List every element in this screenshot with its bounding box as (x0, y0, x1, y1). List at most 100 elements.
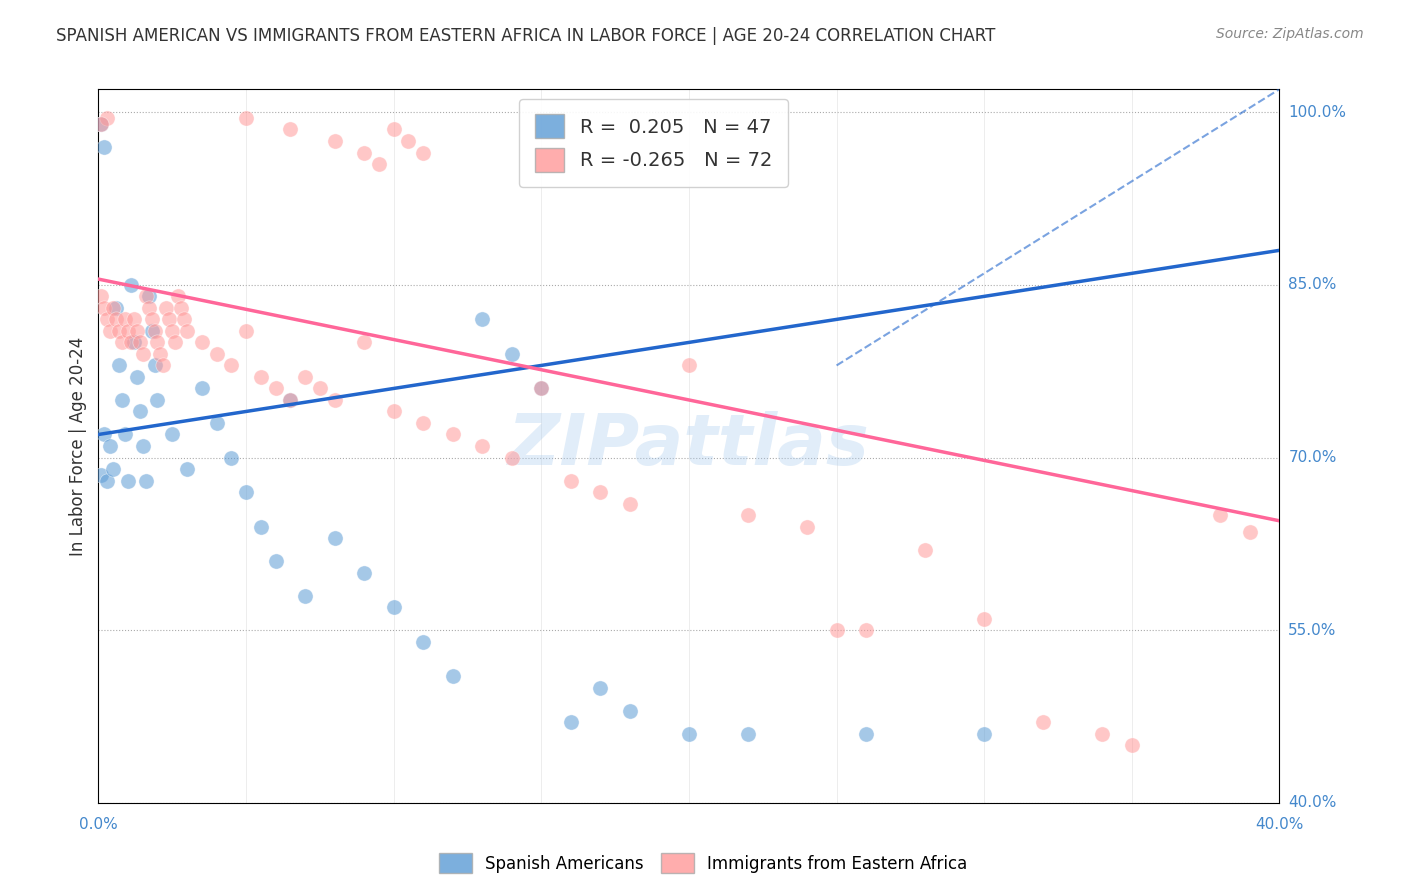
Point (353, 335, 375, 350)
Point (138, 301, 160, 315)
Legend: R =  0.205   N = 47, R = -0.265   N = 72: R = 0.205 N = 47, R = -0.265 N = 72 (519, 99, 787, 187)
Point (108, 359, 131, 373)
Point (90, 289, 112, 303)
Point (146, 392, 169, 407)
Point (90, 467, 112, 482)
Point (149, 347, 172, 361)
Point (141, 324, 163, 338)
Point (678, 359, 700, 373)
Point (143, 359, 166, 373)
Point (103, 301, 125, 315)
Point (278, 122, 302, 136)
Point (96, 474, 118, 488)
Point (125, 370, 148, 384)
Point (114, 312, 136, 326)
Point (264, 554, 287, 568)
Point (973, 727, 995, 741)
Point (589, 485, 612, 500)
Point (90, 117, 112, 131)
Text: 40.0%: 40.0% (1256, 816, 1303, 831)
Point (135, 289, 157, 303)
Point (98, 324, 121, 338)
Point (235, 111, 257, 125)
Point (93, 140, 115, 154)
Text: 40.0%: 40.0% (1288, 796, 1337, 810)
Point (96, 312, 118, 326)
Point (589, 681, 612, 695)
Point (560, 474, 582, 488)
Point (167, 289, 190, 303)
Point (132, 347, 155, 361)
Point (191, 381, 214, 395)
Point (323, 531, 346, 545)
Point (135, 474, 157, 488)
Point (173, 312, 195, 326)
Point (96, 111, 118, 125)
Point (162, 324, 183, 338)
Point (619, 497, 641, 511)
Point (93, 301, 115, 315)
Text: 55.0%: 55.0% (1288, 623, 1337, 638)
Y-axis label: In Labor Force | Age 20-24: In Labor Force | Age 20-24 (69, 336, 87, 556)
Point (176, 324, 198, 338)
Point (122, 312, 145, 326)
Text: 85.0%: 85.0% (1288, 277, 1337, 293)
Point (146, 335, 169, 350)
Point (120, 277, 142, 292)
Point (278, 392, 302, 407)
Point (1209, 508, 1232, 522)
Point (250, 519, 273, 533)
Point (471, 312, 494, 326)
Point (619, 704, 641, 718)
Point (501, 450, 523, 465)
Point (368, 157, 391, 171)
Point (128, 404, 150, 418)
Point (353, 145, 375, 160)
Point (323, 392, 346, 407)
Text: 0.0%: 0.0% (79, 816, 118, 831)
Point (219, 450, 242, 465)
Point (1032, 715, 1054, 730)
Point (132, 439, 155, 453)
Point (914, 542, 936, 557)
Point (382, 404, 405, 418)
Point (1091, 727, 1114, 741)
Point (120, 335, 142, 350)
Point (737, 727, 759, 741)
Point (205, 347, 228, 361)
Point (396, 134, 419, 148)
Point (441, 427, 464, 442)
Point (309, 381, 332, 395)
Point (90, 117, 112, 131)
Point (530, 381, 553, 395)
Point (143, 324, 166, 338)
Point (250, 370, 273, 384)
Point (125, 324, 148, 338)
Point (105, 312, 128, 326)
Point (98, 439, 121, 453)
Point (678, 727, 700, 741)
Point (165, 335, 187, 350)
Point (117, 324, 139, 338)
Point (796, 519, 818, 533)
Point (170, 301, 193, 315)
Point (103, 462, 125, 476)
Point (1239, 525, 1261, 540)
Legend: Spanish Americans, Immigrants from Eastern Africa: Spanish Americans, Immigrants from Easte… (432, 847, 974, 880)
Point (382, 122, 405, 136)
Point (162, 427, 183, 442)
Point (141, 312, 163, 326)
Point (205, 416, 228, 430)
Point (855, 727, 877, 741)
Point (530, 381, 553, 395)
Point (737, 508, 759, 522)
Point (219, 359, 242, 373)
Point (294, 589, 316, 603)
Point (111, 392, 134, 407)
Point (191, 335, 214, 350)
Point (560, 715, 582, 730)
Point (93, 427, 115, 442)
Point (825, 623, 848, 637)
Point (155, 301, 177, 315)
Text: SPANISH AMERICAN VS IMMIGRANTS FROM EASTERN AFRICA IN LABOR FORCE | AGE 20-24 CO: SPANISH AMERICAN VS IMMIGRANTS FROM EAST… (56, 27, 995, 45)
